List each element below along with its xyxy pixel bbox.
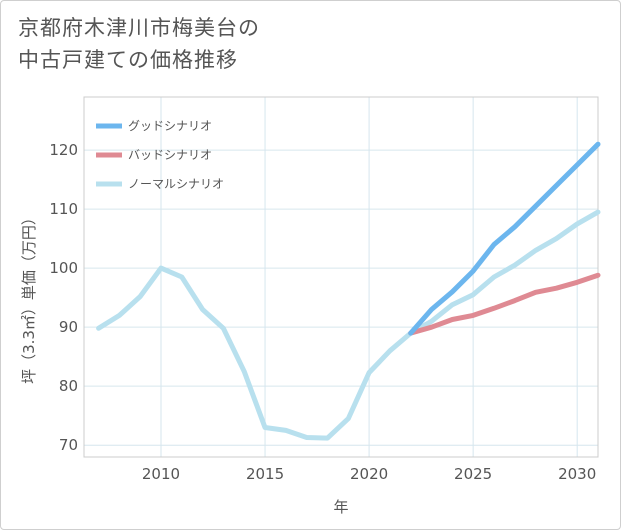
y-tick-label: 70 bbox=[59, 436, 78, 454]
legend-label: バッドシナリオ bbox=[128, 148, 212, 162]
title-line-1: 京都府木津川市梅美台の bbox=[18, 16, 260, 40]
title-line-2: 中古戸建ての価格推移 bbox=[18, 48, 238, 72]
x-tick-label: 2020 bbox=[350, 465, 388, 483]
y-axis-ticks: 70 80 90 100 110 120 bbox=[49, 141, 78, 454]
x-tick-label: 2025 bbox=[454, 465, 492, 483]
y-tick-label: 80 bbox=[59, 377, 78, 395]
x-tick-label: 2015 bbox=[246, 465, 284, 483]
legend-label: グッドシナリオ bbox=[128, 119, 212, 133]
series-line-normal bbox=[96, 209, 601, 441]
y-tick-label: 120 bbox=[49, 141, 78, 159]
y-axis-label: 坪（3.3㎡）単価（万円） bbox=[20, 210, 38, 384]
series-line-good bbox=[408, 141, 601, 336]
series-line-bad bbox=[408, 272, 601, 336]
legend-label: ノーマルシナリオ bbox=[128, 177, 224, 191]
series-layer bbox=[96, 141, 601, 441]
x-tick-label: 2010 bbox=[142, 465, 180, 483]
x-tick-label: 2030 bbox=[558, 465, 596, 483]
y-tick-label: 100 bbox=[49, 259, 78, 277]
chart-title: 京都府木津川市梅美台の 中古戸建ての価格推移 bbox=[18, 12, 260, 76]
x-axis-label: 年 bbox=[333, 498, 348, 516]
y-tick-label: 110 bbox=[49, 200, 78, 218]
x-axis-ticks: 2010 2015 2020 2025 2030 bbox=[142, 465, 596, 483]
grid bbox=[84, 97, 598, 457]
y-tick-label: 90 bbox=[59, 318, 78, 336]
